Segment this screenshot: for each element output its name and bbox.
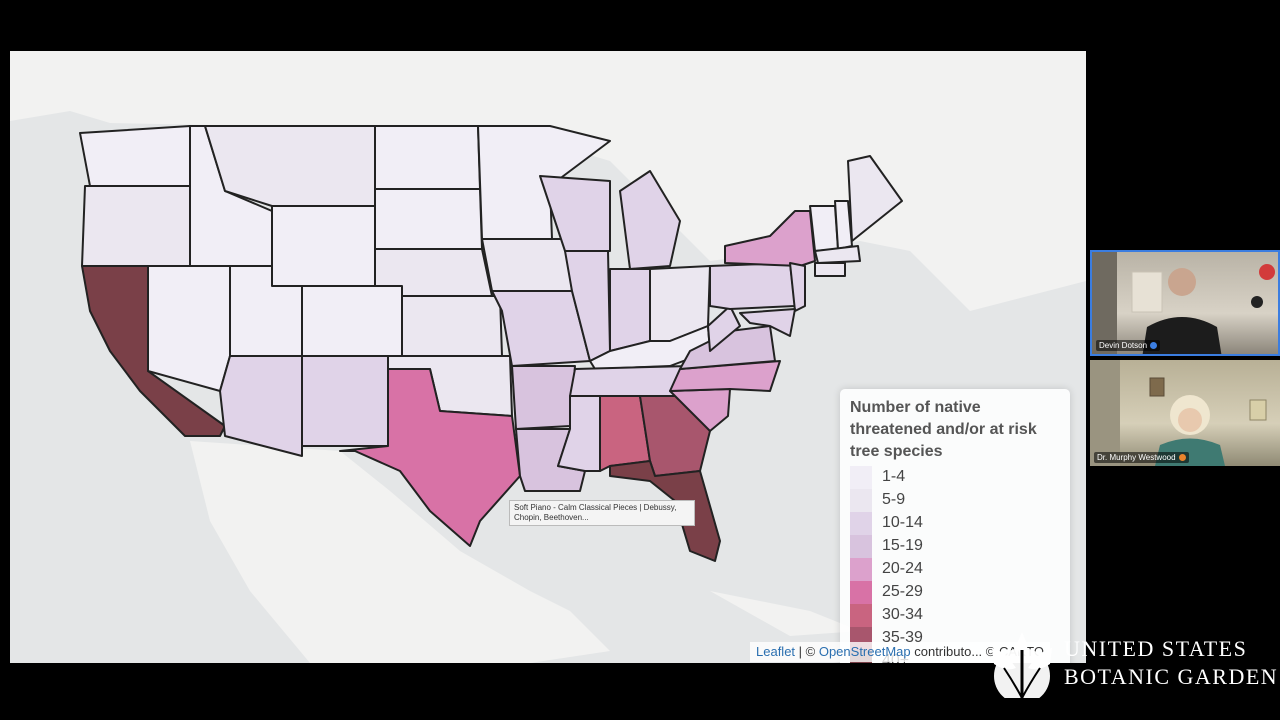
participant-badge-icon-2 <box>1178 454 1186 461</box>
legend-label: 30-34 <box>882 606 923 623</box>
legend-label: 20-24 <box>882 560 923 577</box>
state-maryland[interactable] <box>739 308 796 337</box>
state-nevada[interactable] <box>147 265 231 392</box>
brand-line-2: BOTANIC GARDEN <box>1064 664 1279 689</box>
map-tiles <box>10 51 1086 663</box>
state-connecticut[interactable] <box>814 262 846 277</box>
participant-video-2 <box>1090 360 1267 466</box>
cuba-land <box>710 591 860 636</box>
state-oregon[interactable] <box>81 185 191 267</box>
participant-name-2: Dr. Murphy Westwood <box>1094 452 1189 463</box>
legend-label: 25-29 <box>882 583 923 600</box>
choropleth-map[interactable]: Soft Piano - Calm Classical Pieces | Deb… <box>10 51 1086 663</box>
map-legend: Number of native threatened and/or at ri… <box>840 389 1070 663</box>
state-michigan[interactable] <box>619 170 681 270</box>
state-arizona[interactable] <box>219 355 303 457</box>
legend-swatch <box>850 489 872 512</box>
state-missouri[interactable] <box>491 290 591 367</box>
state-vermont[interactable] <box>809 205 839 252</box>
state-arkansas[interactable] <box>511 365 576 430</box>
state-maine[interactable] <box>847 155 903 242</box>
state-north-dakota[interactable] <box>374 125 481 190</box>
legend-swatch <box>850 466 872 489</box>
legend-label: 15-19 <box>882 537 923 554</box>
state-new-jersey[interactable] <box>789 262 806 312</box>
participant-tile-2[interactable]: Dr. Murphy Westwood <box>1090 360 1280 466</box>
osm-link[interactable]: OpenStreetMap <box>818 644 911 659</box>
legend-swatch <box>850 512 872 535</box>
map-attribution: Leaflet | © OpenStreetMap contributo... … <box>750 642 1050 662</box>
legend-title: Number of native threatened and/or at ri… <box>850 399 1037 460</box>
participant-name-1: Devin Dotson <box>1096 340 1161 351</box>
state-south-dakota[interactable] <box>374 188 483 250</box>
state-iowa[interactable] <box>481 238 573 292</box>
state-colorado[interactable] <box>301 285 403 357</box>
state-indiana[interactable] <box>609 268 651 352</box>
state-massachusetts[interactable] <box>814 245 861 264</box>
legend-swatch <box>850 604 872 627</box>
state-new-mexico[interactable] <box>301 355 389 447</box>
leaflet-link[interactable]: Leaflet <box>756 644 796 659</box>
state-washington[interactable] <box>79 125 191 187</box>
states-layer <box>79 125 903 562</box>
attribution-separator: | © <box>795 644 819 659</box>
legend-label: 5-9 <box>882 491 906 508</box>
brand-line-1: UNITED STATES <box>1064 636 1248 661</box>
state-kansas[interactable] <box>401 295 503 357</box>
legend-label: 1-4 <box>882 468 906 485</box>
mexico-land <box>190 441 610 663</box>
state-texas[interactable] <box>339 368 521 547</box>
participant-video-1 <box>1092 252 1275 354</box>
legend-label: 10-14 <box>882 514 923 531</box>
leaf-logo-icon <box>992 632 1052 698</box>
state-wyoming[interactable] <box>271 205 376 287</box>
media-tooltip: Soft Piano - Calm Classical Pieces | Deb… <box>509 500 695 526</box>
botanic-garden-logo: UNITED STATES BOTANIC GARDEN <box>980 628 1280 698</box>
legend-swatch <box>850 558 872 581</box>
legend-label: 35-39 <box>882 629 923 646</box>
state-florida[interactable] <box>609 460 721 562</box>
participant-badge-icon-1 <box>1150 342 1158 349</box>
state-west-virginia[interactable] <box>707 305 741 352</box>
state-pennsylvania[interactable] <box>709 262 796 310</box>
participant-tile-1[interactable]: Devin Dotson <box>1090 250 1280 356</box>
legend-swatch <box>850 535 872 558</box>
legend-swatch <box>850 581 872 604</box>
